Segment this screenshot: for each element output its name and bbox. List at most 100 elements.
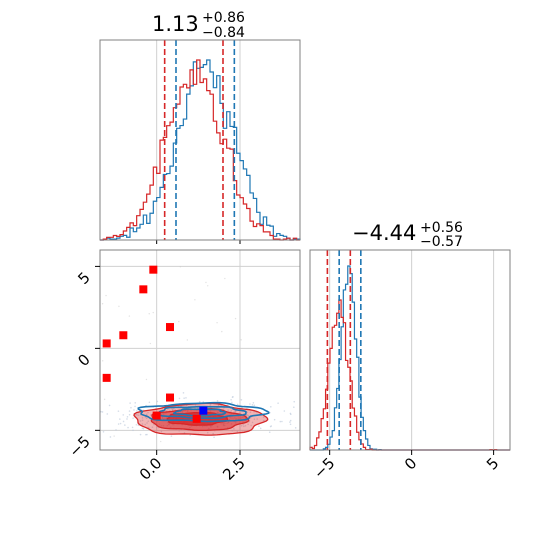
joint-sample-point bbox=[170, 435, 173, 437]
histogram1-quantile-lines bbox=[163, 40, 236, 240]
joint-sample-point bbox=[252, 402, 255, 404]
joint-sample-point bbox=[128, 413, 131, 416]
histogram2-x-ticks: −5 0 5 bbox=[310, 450, 502, 482]
joint-sample-point bbox=[128, 410, 131, 412]
joint-sample-point bbox=[289, 412, 292, 415]
histogram2-quantile-lines bbox=[326, 250, 362, 450]
joint-sample-point bbox=[234, 317, 237, 320]
joint-sample-point bbox=[145, 433, 147, 436]
joint-sample-point bbox=[137, 424, 140, 427]
joint-sample-point bbox=[281, 420, 283, 423]
histogram2-gridlines bbox=[329, 250, 495, 450]
joint-sample-point bbox=[101, 360, 104, 362]
joint-sample-point bbox=[198, 401, 201, 403]
param2-title-minus: −0.57 bbox=[420, 234, 463, 250]
histogram2-x-tick-label: 5 bbox=[483, 454, 502, 473]
joint-sample-point bbox=[246, 411, 249, 414]
histogram2-series-b bbox=[309, 299, 510, 451]
joint-marker-red bbox=[102, 339, 111, 348]
joint-sample-point bbox=[134, 402, 137, 404]
joint-sample-point bbox=[230, 409, 233, 412]
joint-sample-point bbox=[117, 423, 120, 425]
joint-sample-point bbox=[258, 425, 260, 428]
joint-sample-point bbox=[246, 414, 249, 416]
joint-sample-point bbox=[115, 429, 117, 431]
joint-y-tick-label: −5 bbox=[65, 432, 93, 460]
joint-sample-point bbox=[178, 429, 180, 432]
joint-sample-point bbox=[145, 378, 148, 381]
joint-sample-point bbox=[147, 420, 150, 422]
param2-title-median: −4.44 bbox=[352, 221, 416, 245]
joint-sample-point bbox=[240, 339, 242, 341]
joint-sample-point bbox=[147, 411, 149, 414]
joint-sample-point bbox=[294, 427, 297, 429]
joint-sample-point bbox=[242, 423, 244, 426]
joint-sample-point bbox=[262, 416, 265, 419]
joint-sample-point bbox=[182, 392, 185, 394]
joint-sample-point bbox=[231, 401, 233, 404]
joint-sample-point bbox=[263, 419, 265, 422]
joint-marker-red bbox=[152, 411, 161, 420]
joint-sample-point bbox=[240, 424, 243, 427]
joint-sample-point bbox=[230, 399, 232, 401]
joint-sample-point bbox=[136, 414, 138, 416]
histogram1-series-a bbox=[100, 59, 301, 241]
joint-sample-point bbox=[139, 433, 142, 436]
joint-marker-red bbox=[119, 331, 128, 340]
joint-sample-point bbox=[150, 414, 152, 416]
joint-sample-point bbox=[205, 281, 207, 284]
histogram2-x-tick-label: 0 bbox=[401, 454, 420, 473]
joint-sample-point bbox=[247, 423, 249, 426]
joint-x-tick-label: 2.5 bbox=[219, 454, 249, 484]
joint-sample-point bbox=[293, 400, 296, 403]
joint-marker-red bbox=[102, 373, 111, 382]
joint-sample-point bbox=[269, 406, 272, 408]
joint-sample-point bbox=[102, 430, 105, 433]
joint-sample-point bbox=[144, 423, 147, 426]
joint-sample-point bbox=[134, 405, 136, 408]
histogram2-x-tick-label: −5 bbox=[310, 454, 338, 482]
param1-title-median: 1.13 bbox=[152, 12, 199, 36]
joint-sample-point bbox=[222, 408, 225, 411]
joint-sample-point bbox=[212, 432, 214, 435]
joint-sample-point bbox=[236, 403, 239, 406]
joint-sample-point bbox=[259, 427, 262, 430]
histogram1-series bbox=[100, 59, 301, 241]
joint-sample-point bbox=[137, 414, 140, 417]
joint-sample-point bbox=[251, 404, 254, 406]
joint-sample-point bbox=[224, 277, 226, 280]
joint-sample-point bbox=[152, 311, 154, 314]
joint-sample-point bbox=[127, 426, 129, 429]
joint-sample-point bbox=[178, 320, 180, 323]
joint-sample-point bbox=[221, 330, 223, 333]
joint-sample-point bbox=[113, 435, 115, 437]
histogram2-series bbox=[309, 265, 510, 451]
joint-sample-point bbox=[303, 420, 305, 422]
joint-sample-point bbox=[289, 421, 291, 423]
joint-sample-point bbox=[216, 400, 219, 402]
joint-sample-point bbox=[250, 424, 252, 427]
joint-sample-point bbox=[89, 423, 91, 425]
joint-sample-point bbox=[206, 431, 209, 434]
joint-sample-point bbox=[156, 400, 159, 403]
joint-marker-blue bbox=[199, 406, 208, 415]
joint-sample-point bbox=[105, 294, 107, 297]
joint-sample-point bbox=[160, 440, 162, 443]
joint-sample-point bbox=[141, 423, 144, 425]
joint-sample-point bbox=[213, 436, 215, 439]
joint-sample-point bbox=[178, 397, 181, 400]
param2-title-plus: +0.56 bbox=[420, 220, 463, 236]
joint-sample-point bbox=[289, 419, 292, 422]
joint-sample-point bbox=[130, 406, 132, 409]
joint-y-tick-label: 5 bbox=[74, 268, 93, 287]
joint-sample-point bbox=[117, 410, 120, 412]
joint-sample-point bbox=[227, 409, 229, 411]
joint-sample-point bbox=[251, 421, 254, 424]
histogram2-series-a bbox=[310, 265, 510, 451]
joint-sample-point bbox=[103, 398, 106, 401]
joint-x-ticks: 0.0 2.5 bbox=[136, 450, 249, 484]
joint-sample-point bbox=[145, 413, 148, 416]
joint-marker-red bbox=[149, 265, 158, 274]
joint-sample-point bbox=[122, 420, 125, 423]
joint-sample-point bbox=[149, 342, 152, 345]
